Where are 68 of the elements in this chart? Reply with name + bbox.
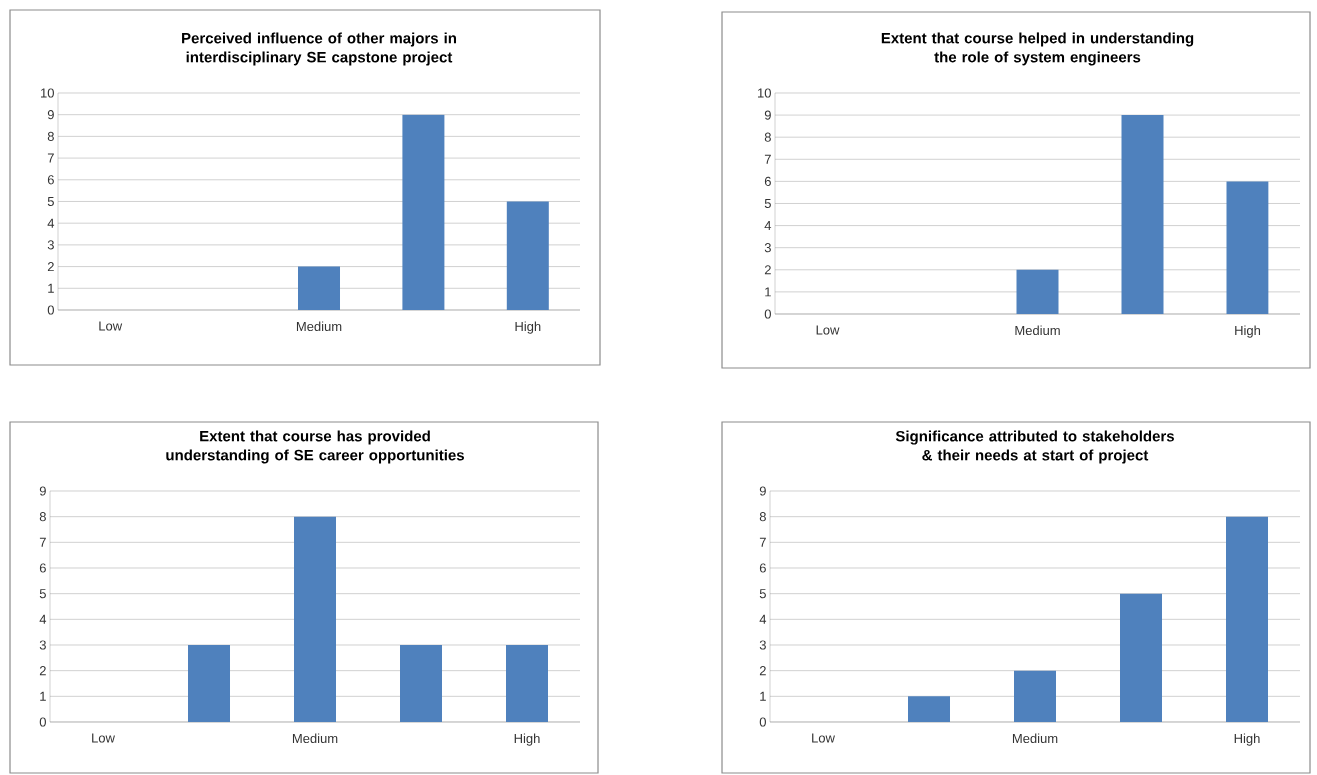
y-tick-label: 6 [759, 563, 766, 573]
bar [506, 201, 549, 310]
chart-title: Extent that course has provided understanding of SE career opportunities [166, 430, 464, 464]
y-tick-label: 5 [39, 589, 46, 599]
x-tick-label: Low [812, 733, 835, 743]
x-tick-label: Medium [296, 321, 342, 332]
bar [1120, 593, 1163, 722]
y-tick-label: 6 [39, 563, 46, 573]
bar [1016, 269, 1059, 314]
y-tick-label: 9 [764, 110, 771, 120]
x-tick-label: Low [92, 733, 115, 743]
y-tick-label: 9 [759, 486, 766, 496]
y-tick-label: 7 [47, 153, 54, 163]
bar [1014, 670, 1057, 722]
x-tick-label: Medium [292, 733, 338, 744]
y-tick-label: 0 [39, 717, 46, 727]
y-tick-label: 7 [764, 154, 771, 164]
chart-title: Perceived influence of other majors in interdisciplinary SE capstone project [182, 32, 457, 66]
y-tick-label: 2 [759, 666, 766, 676]
y-tick-label: 7 [39, 537, 46, 547]
y-tick-label: 8 [759, 512, 766, 522]
x-tick-label: High [515, 321, 541, 334]
bar [1226, 516, 1269, 722]
bar [402, 114, 445, 310]
y-tick-label: 0 [47, 305, 54, 315]
y-tick-label: 8 [47, 131, 54, 141]
y-tick-label: 3 [47, 240, 54, 250]
x-tick-label: Medium [1015, 325, 1060, 336]
y-tick-label: 5 [47, 196, 54, 207]
y-tick-label: 4 [39, 614, 47, 624]
y-tick-label: 6 [764, 176, 771, 186]
y-tick-label: 9 [47, 110, 54, 120]
y-tick-label: 10 [41, 88, 54, 98]
y-tick-label: 0 [759, 717, 766, 727]
y-tick-label: 10 [758, 88, 771, 98]
y-tick-label: 4 [759, 614, 767, 624]
y-tick-label: 2 [47, 262, 54, 272]
y-tick-label: 6 [47, 175, 54, 185]
y-tick-label: 3 [764, 243, 771, 253]
bar [1226, 181, 1269, 314]
y-tick-label: 7 [759, 537, 766, 547]
y-tick-label: 1 [48, 283, 54, 293]
chart-title: Extent that course helped in understanding the role of system engineers [881, 32, 1194, 66]
y-tick-label: 5 [764, 198, 771, 209]
y-tick-label: 3 [759, 640, 766, 650]
y-tick-label: 1 [40, 691, 46, 701]
x-tick-label: High [1234, 733, 1260, 746]
bar [298, 266, 341, 310]
y-tick-label: 5 [759, 589, 766, 599]
y-tick-label: 1 [760, 691, 766, 701]
y-tick-label: 9 [39, 486, 46, 496]
y-tick-label: 4 [47, 218, 55, 228]
chart-title: Significance attributed to stakeholders & their needs at start of project [895, 430, 1174, 464]
y-tick-label: 2 [39, 666, 46, 676]
y-tick-label: 8 [764, 132, 771, 142]
x-tick-label: High [1235, 325, 1261, 338]
y-tick-label: 1 [765, 287, 771, 297]
x-tick-label: Low [99, 321, 123, 331]
bar [1121, 115, 1164, 314]
y-tick-label: 4 [764, 221, 772, 231]
y-tick-label: 0 [764, 309, 771, 319]
x-tick-label: Low [816, 325, 840, 335]
y-tick-label: 3 [39, 640, 46, 650]
x-tick-label: Medium [1012, 733, 1058, 744]
y-tick-label: 2 [764, 265, 771, 275]
y-tick-label: 8 [39, 512, 46, 522]
x-tick-label: High [514, 733, 540, 746]
bar [908, 696, 951, 722]
